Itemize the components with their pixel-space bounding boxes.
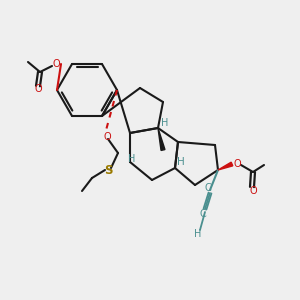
Text: H: H <box>128 154 136 164</box>
Text: O: O <box>34 84 42 94</box>
Text: H: H <box>177 157 185 167</box>
Text: C: C <box>205 183 212 193</box>
Text: O: O <box>233 159 241 169</box>
Text: H: H <box>194 229 202 239</box>
Text: O: O <box>249 186 257 196</box>
Polygon shape <box>218 162 233 170</box>
Text: H: H <box>161 118 169 128</box>
Polygon shape <box>158 128 165 150</box>
Text: S: S <box>104 164 112 176</box>
Text: C: C <box>200 209 206 219</box>
Text: O: O <box>103 132 111 142</box>
Text: O: O <box>52 59 60 69</box>
